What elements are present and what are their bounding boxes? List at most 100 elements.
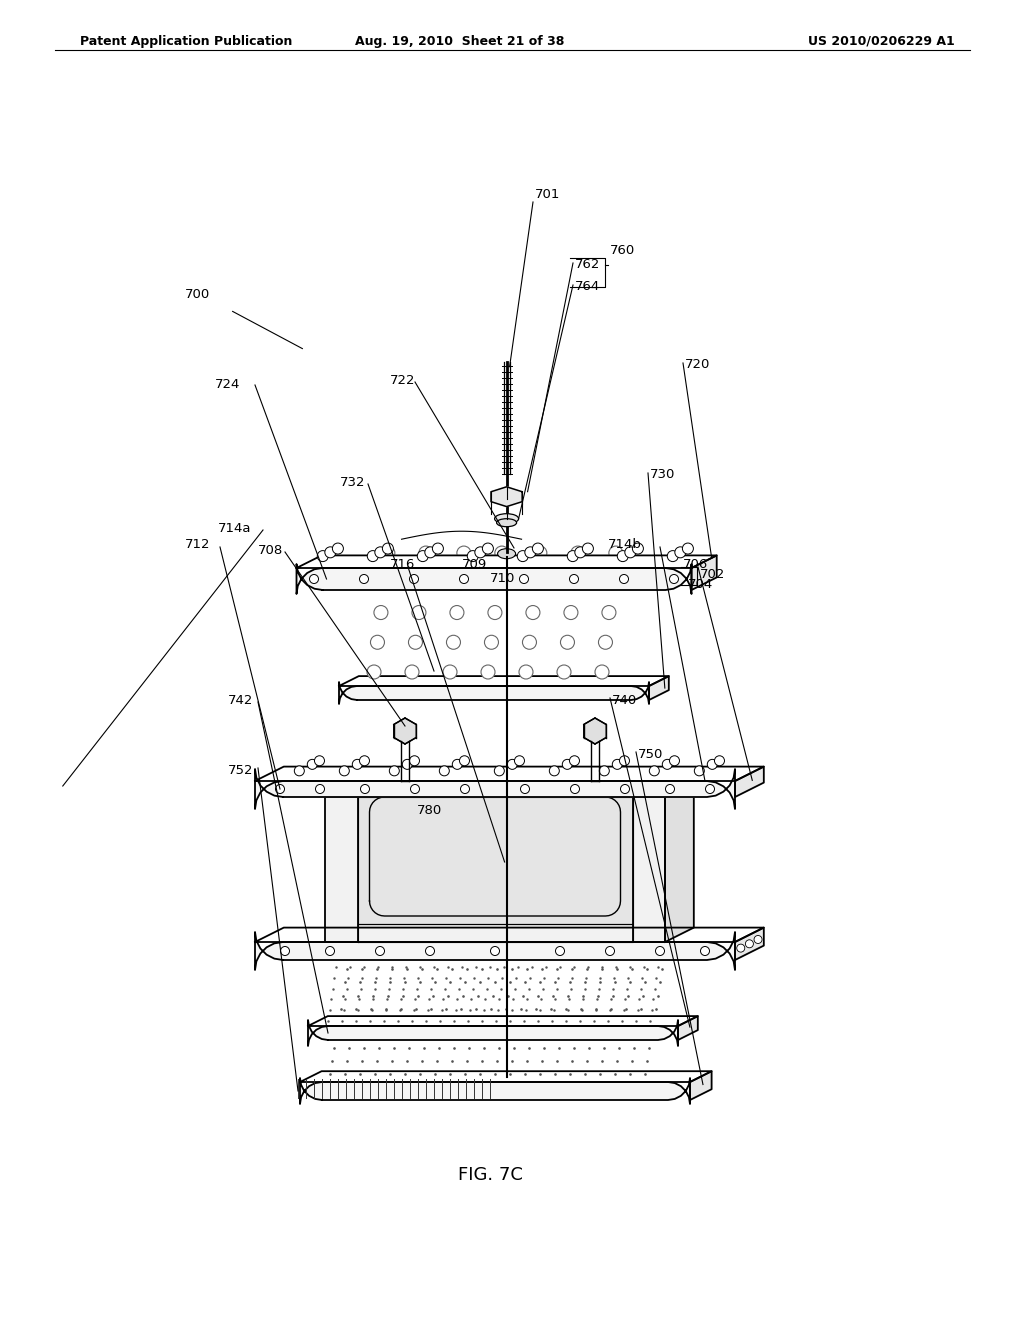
Circle shape xyxy=(617,550,629,561)
Circle shape xyxy=(475,546,485,558)
Text: 700: 700 xyxy=(185,289,210,301)
Circle shape xyxy=(453,759,462,770)
Circle shape xyxy=(715,756,725,766)
Circle shape xyxy=(621,784,630,793)
Polygon shape xyxy=(255,770,735,809)
Polygon shape xyxy=(297,564,691,594)
Circle shape xyxy=(374,606,388,619)
Circle shape xyxy=(605,576,620,590)
Ellipse shape xyxy=(497,519,516,527)
Ellipse shape xyxy=(495,513,518,524)
Circle shape xyxy=(411,784,420,793)
Circle shape xyxy=(519,574,528,583)
Circle shape xyxy=(532,543,544,554)
Text: 762: 762 xyxy=(575,259,600,272)
Text: US 2010/0206229 A1: US 2010/0206229 A1 xyxy=(808,36,955,48)
Polygon shape xyxy=(300,1078,690,1104)
Circle shape xyxy=(625,546,636,558)
Circle shape xyxy=(457,546,471,560)
Circle shape xyxy=(564,606,578,619)
Polygon shape xyxy=(308,1016,697,1026)
Circle shape xyxy=(562,759,572,770)
Circle shape xyxy=(560,635,574,649)
Circle shape xyxy=(339,766,349,776)
Circle shape xyxy=(532,546,547,560)
Circle shape xyxy=(425,546,436,558)
Circle shape xyxy=(487,606,502,619)
Polygon shape xyxy=(325,783,386,797)
Circle shape xyxy=(570,546,585,560)
Circle shape xyxy=(507,759,517,770)
Text: 702: 702 xyxy=(700,569,725,582)
Circle shape xyxy=(360,784,370,793)
Polygon shape xyxy=(255,932,735,970)
Circle shape xyxy=(605,946,614,956)
Circle shape xyxy=(481,665,495,678)
Circle shape xyxy=(595,665,609,678)
Circle shape xyxy=(406,665,419,678)
Circle shape xyxy=(655,946,665,956)
Circle shape xyxy=(574,546,586,558)
Circle shape xyxy=(612,759,623,770)
Circle shape xyxy=(754,936,762,944)
Circle shape xyxy=(620,574,629,583)
Polygon shape xyxy=(339,682,649,704)
Polygon shape xyxy=(584,718,606,744)
Circle shape xyxy=(450,606,464,619)
Circle shape xyxy=(460,756,469,766)
Circle shape xyxy=(446,635,461,649)
Circle shape xyxy=(492,576,506,590)
Circle shape xyxy=(555,946,564,956)
Text: Patent Application Publication: Patent Application Publication xyxy=(80,36,293,48)
Circle shape xyxy=(484,635,499,649)
Circle shape xyxy=(376,946,384,956)
Circle shape xyxy=(549,766,559,776)
Circle shape xyxy=(454,576,467,590)
Circle shape xyxy=(307,759,317,770)
Circle shape xyxy=(461,784,469,793)
Text: FIG. 7C: FIG. 7C xyxy=(458,1166,522,1184)
Circle shape xyxy=(443,665,457,678)
Text: 709: 709 xyxy=(462,558,487,572)
Text: 714b: 714b xyxy=(608,539,642,552)
Circle shape xyxy=(745,940,754,948)
Polygon shape xyxy=(308,1020,678,1045)
Circle shape xyxy=(317,550,329,561)
Polygon shape xyxy=(357,797,633,924)
Polygon shape xyxy=(649,676,669,700)
Circle shape xyxy=(514,756,524,766)
Text: 780: 780 xyxy=(418,804,442,817)
Circle shape xyxy=(281,946,290,956)
Text: 764: 764 xyxy=(575,281,600,293)
Text: 710: 710 xyxy=(490,572,515,585)
Circle shape xyxy=(708,759,717,770)
Circle shape xyxy=(525,546,536,558)
Polygon shape xyxy=(300,1072,712,1082)
Polygon shape xyxy=(735,767,764,797)
Circle shape xyxy=(275,784,285,793)
Text: 722: 722 xyxy=(390,374,416,387)
Circle shape xyxy=(419,546,433,560)
Text: 730: 730 xyxy=(650,469,676,482)
Polygon shape xyxy=(691,556,717,590)
Text: 712: 712 xyxy=(185,539,211,552)
Text: Aug. 19, 2010  Sheet 21 of 38: Aug. 19, 2010 Sheet 21 of 38 xyxy=(355,36,564,48)
Polygon shape xyxy=(255,767,764,781)
Polygon shape xyxy=(492,487,522,507)
Circle shape xyxy=(675,546,686,558)
Circle shape xyxy=(682,543,693,554)
Circle shape xyxy=(371,635,384,649)
Circle shape xyxy=(352,759,362,770)
Circle shape xyxy=(649,766,659,776)
Circle shape xyxy=(517,550,528,561)
Circle shape xyxy=(520,784,529,793)
Polygon shape xyxy=(357,783,662,797)
Circle shape xyxy=(602,606,615,619)
Circle shape xyxy=(381,546,395,560)
Circle shape xyxy=(670,574,679,583)
Circle shape xyxy=(736,944,744,952)
Text: 742: 742 xyxy=(228,693,253,706)
Circle shape xyxy=(599,766,609,776)
Circle shape xyxy=(402,759,413,770)
Polygon shape xyxy=(633,797,665,942)
